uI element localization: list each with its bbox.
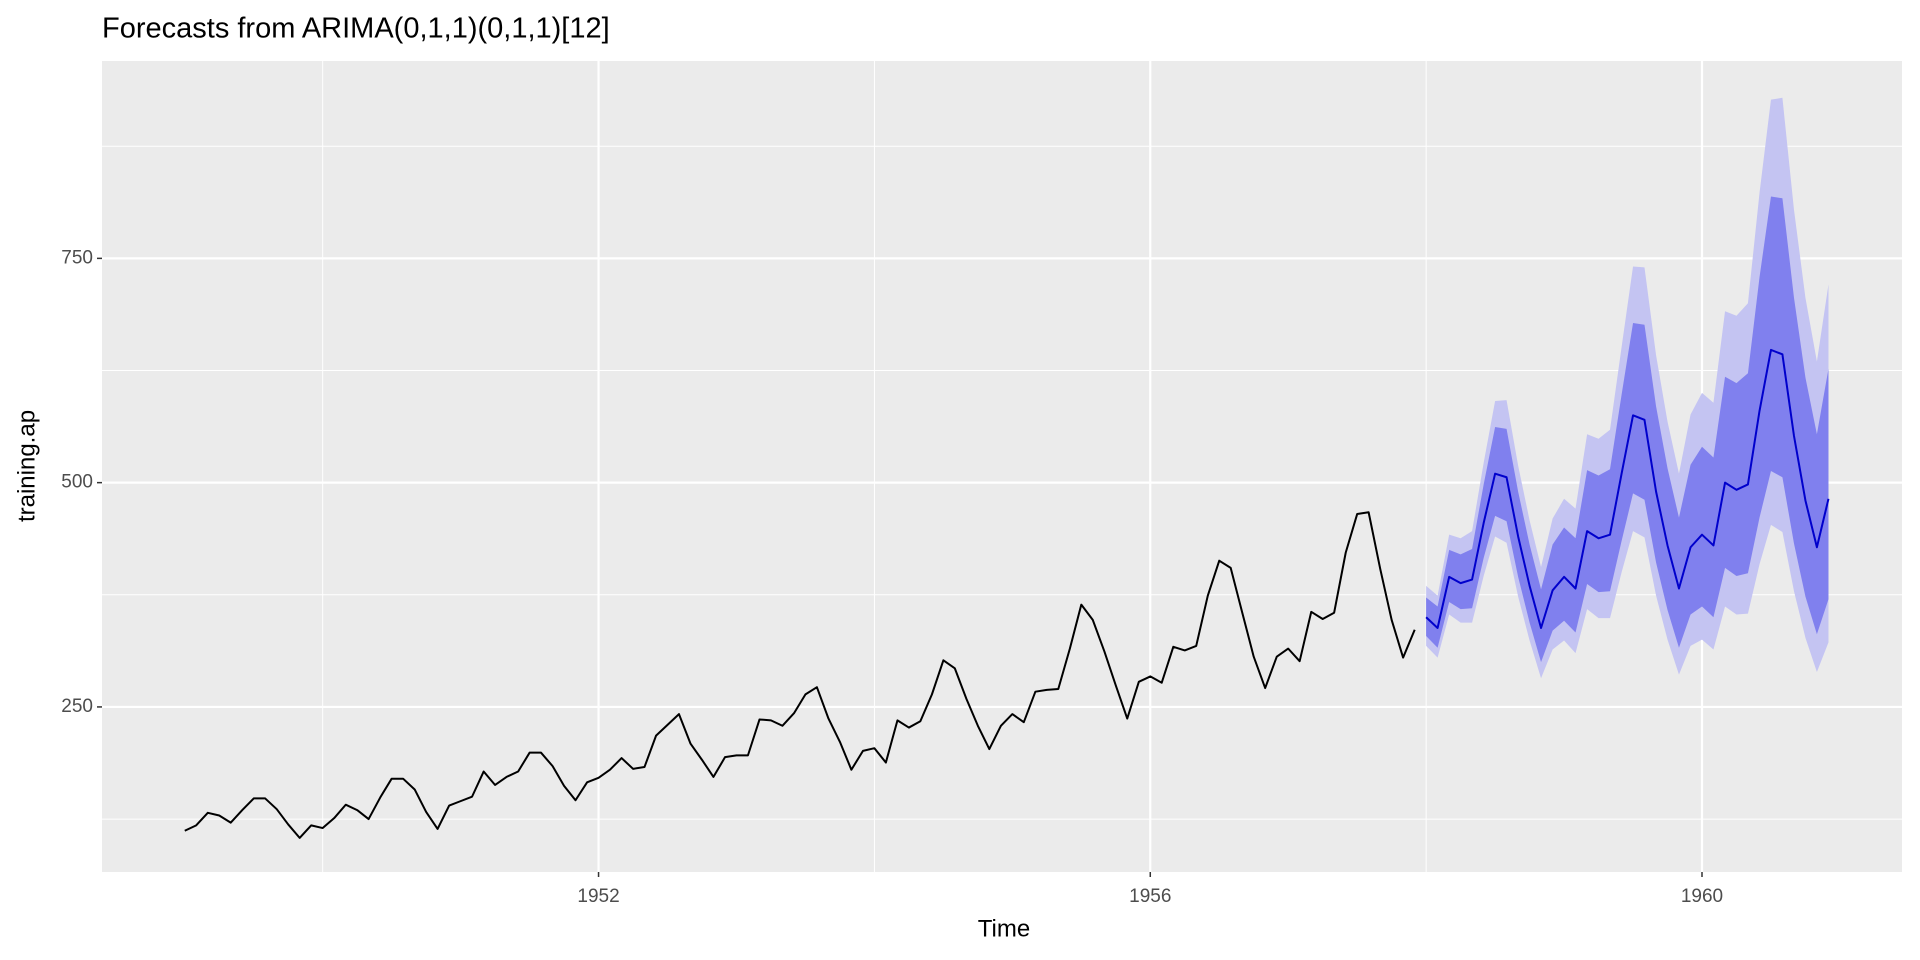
interval-band [1426, 196, 1829, 663]
y-tick-label: 250 [61, 696, 93, 717]
chart-title: Forecasts from ARIMA(0,1,1)(0,1,1)[12] [102, 13, 610, 45]
y-tick-label: 750 [61, 247, 93, 268]
series-line [184, 511, 1416, 839]
y-axis-title: training.ap [13, 410, 40, 522]
x-tick-label: 1956 [1129, 886, 1171, 907]
y-tick-label: 500 [61, 472, 93, 493]
x-tick-label: 1960 [1681, 886, 1723, 907]
series-line [1425, 348, 1830, 629]
x-tick-label: 1952 [577, 886, 619, 907]
x-axis-title: Time [978, 915, 1030, 942]
